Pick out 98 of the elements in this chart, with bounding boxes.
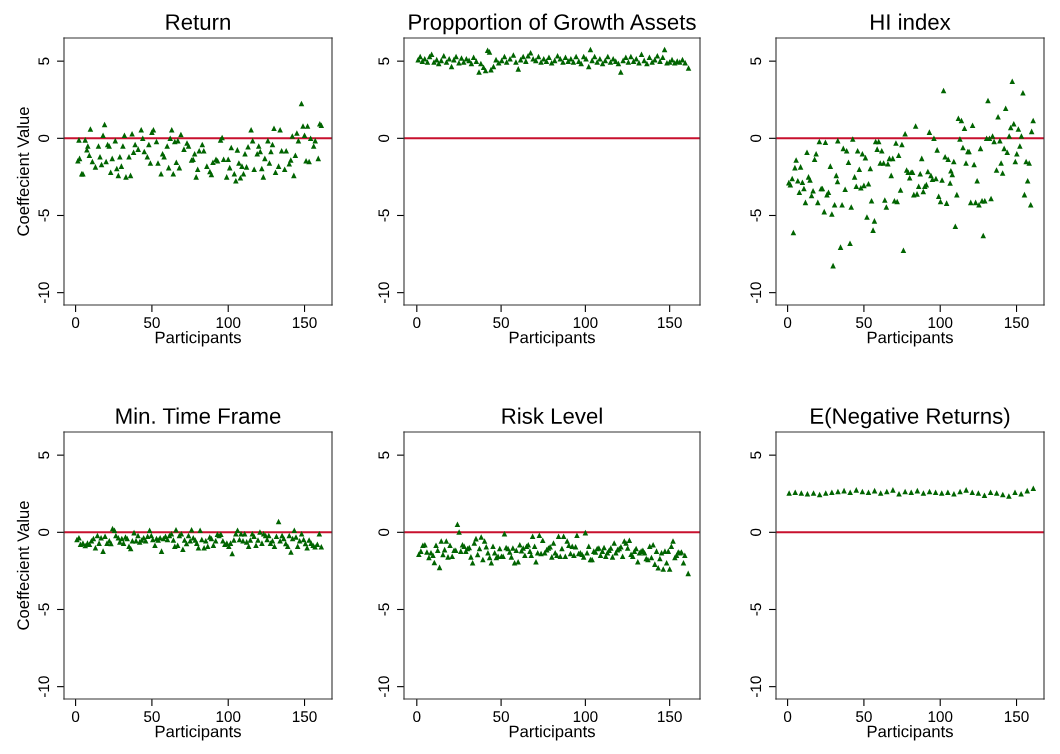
x-tick-label: 50: [144, 711, 160, 723]
x-tick-label: 0: [71, 711, 80, 723]
y-tick-label: -5: [750, 209, 762, 222]
x-tick-label: 100: [928, 711, 953, 723]
y-tick-label: -10: [378, 676, 390, 698]
x-tick-label: 100: [573, 317, 598, 329]
x-tick-label: 0: [413, 317, 421, 329]
x-tick-label: 100: [216, 317, 241, 329]
y-tick-label: 0: [378, 528, 390, 536]
x-tick-label: 150: [658, 711, 682, 723]
point: [969, 489, 976, 495]
chart-title: Risk Level: [502, 407, 602, 424]
x-tick-label: 50: [493, 711, 509, 723]
point: [981, 492, 988, 499]
point: [932, 489, 939, 495]
y-tick-label: 5: [750, 57, 762, 65]
point: [975, 490, 982, 496]
y-tick-label: -10: [378, 282, 390, 304]
x-axis-title: Participants: [509, 331, 595, 347]
point: [810, 490, 817, 496]
point: [822, 490, 829, 496]
x-tick-label: 0: [783, 711, 792, 723]
point: [1030, 485, 1037, 492]
x-tick-label: 150: [658, 317, 682, 329]
x-tick-label: 50: [144, 317, 160, 329]
point: [896, 490, 902, 497]
y-tick-label: -10: [750, 676, 762, 698]
y-tick-label: -5: [38, 209, 50, 222]
x-tick-label: 150: [1004, 317, 1029, 329]
point: [902, 488, 908, 495]
point: [920, 490, 927, 496]
y-tick-label: -10: [38, 282, 50, 304]
point: [884, 488, 890, 495]
point: [993, 490, 1000, 496]
x-tick-label: 150: [292, 711, 317, 723]
y-tick-label: -5: [38, 603, 50, 616]
y-tick-label: 0: [378, 134, 390, 142]
x-tick-label: 100: [216, 711, 241, 723]
x-tick-label: 0: [71, 317, 80, 329]
y-tick-label: 5: [38, 57, 50, 65]
point: [798, 490, 805, 496]
y-axis-title: Coeffecient Value: [16, 501, 30, 630]
point: [829, 489, 835, 495]
y-tick-label: -5: [378, 209, 390, 222]
point: [951, 490, 957, 497]
x-tick-label: 0: [413, 711, 421, 723]
point: [786, 490, 792, 496]
chart-title: Min. Time Frame: [116, 407, 281, 424]
x-tick-label: 50: [493, 317, 509, 329]
y-tick-label: -10: [38, 676, 50, 698]
point: [1000, 491, 1006, 498]
y-tick-label: -5: [378, 603, 390, 616]
x-tick-label: 150: [1004, 711, 1029, 723]
point: [945, 489, 951, 495]
x-tick-label: 50: [856, 711, 872, 723]
x-axis-title: Participants: [867, 725, 953, 741]
x-axis-title: Participants: [155, 331, 241, 347]
point: [908, 489, 914, 495]
y-tick-label: 0: [750, 134, 762, 142]
x-tick-label: 50: [856, 317, 872, 329]
point: [1012, 489, 1018, 495]
point: [853, 487, 860, 493]
chart-title: Propportion of Growth Assets: [409, 13, 696, 35]
point: [847, 489, 853, 495]
y-tick-label: 5: [38, 451, 50, 459]
y-tick-label: -10: [750, 282, 762, 304]
chart-title: E(Negative Returns): [811, 407, 1010, 429]
point: [859, 488, 866, 495]
x-tick-label: 150: [292, 317, 317, 329]
point: [792, 489, 799, 495]
y-tick-label: 0: [38, 134, 50, 142]
point: [890, 487, 896, 493]
point: [865, 489, 872, 495]
x-axis-title: Participants: [509, 725, 595, 741]
x-tick-label: 0: [783, 317, 792, 329]
x-axis-title: Participants: [155, 725, 241, 741]
chart-title: HI index: [871, 13, 951, 30]
point: [877, 490, 884, 496]
point: [938, 490, 945, 496]
point: [1018, 490, 1024, 497]
chart-title: Return: [166, 14, 230, 30]
y-tick-label: 0: [38, 528, 50, 536]
point: [987, 489, 994, 495]
point: [1006, 493, 1012, 499]
y-tick-label: 5: [378, 451, 390, 459]
x-axis-title: Participants: [867, 331, 953, 347]
point: [816, 491, 823, 498]
point: [963, 487, 969, 493]
y-tick-label: -5: [750, 603, 762, 616]
point: [1024, 487, 1030, 494]
y-tick-label: 0: [750, 528, 762, 536]
y-tick-label: 5: [378, 57, 390, 65]
point: [804, 490, 811, 497]
y-axis-title: Coeffecient Value: [16, 107, 30, 236]
y-tick-label: 5: [750, 451, 762, 459]
x-tick-label: 100: [573, 711, 598, 723]
x-tick-label: 100: [928, 317, 953, 329]
point: [914, 487, 921, 494]
